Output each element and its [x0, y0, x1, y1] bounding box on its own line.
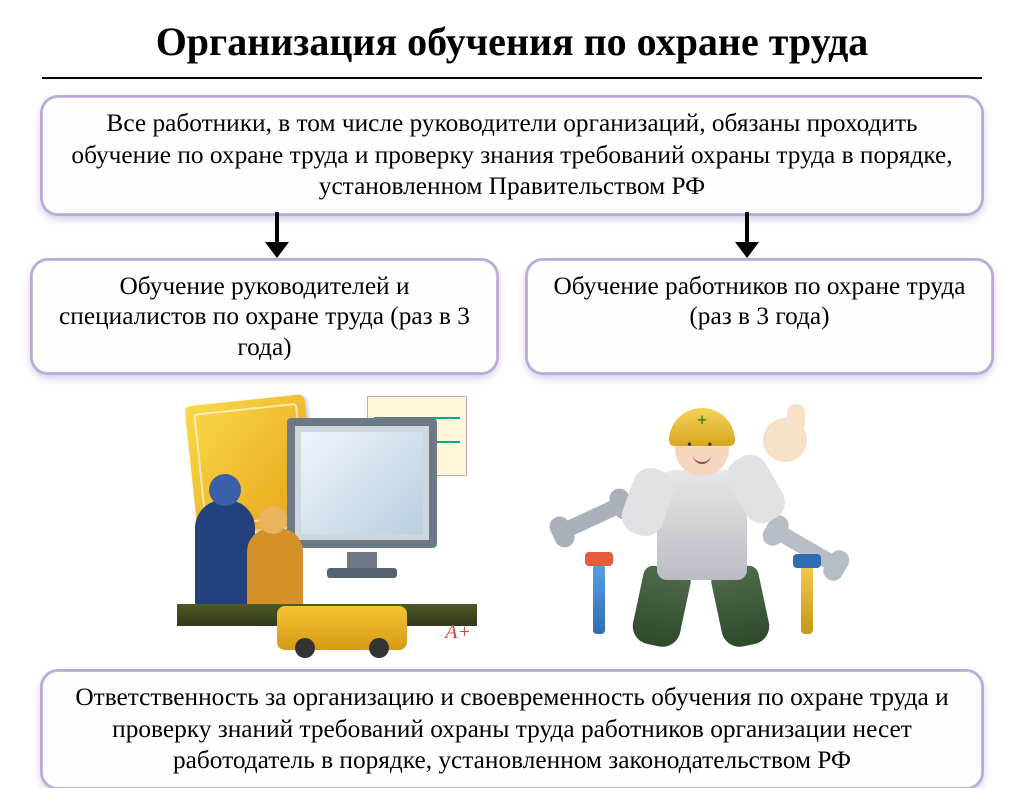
title-underline	[42, 77, 982, 79]
mid-left-box: Обучение руководителей и специалистов по…	[32, 260, 497, 373]
illustrations-row: A+	[32, 385, 992, 655]
worker-tools-icon	[547, 390, 847, 650]
office-collage-icon: A+	[177, 390, 477, 650]
arrow-left-icon	[262, 212, 292, 258]
intro-box: Все работники, в том числе руководители …	[42, 97, 982, 214]
bottom-box: Ответственность за организацию и своевре…	[42, 671, 982, 788]
mid-right-box: Обучение работников по охране труда (раз…	[527, 260, 992, 373]
illustration-right	[542, 385, 852, 655]
illustration-left: A+	[172, 385, 482, 655]
mid-row: Обучение руководителей и специалистов по…	[32, 260, 992, 373]
arrow-right-icon	[732, 212, 762, 258]
slide-title: Организация обучения по охране труда	[0, 0, 1024, 73]
